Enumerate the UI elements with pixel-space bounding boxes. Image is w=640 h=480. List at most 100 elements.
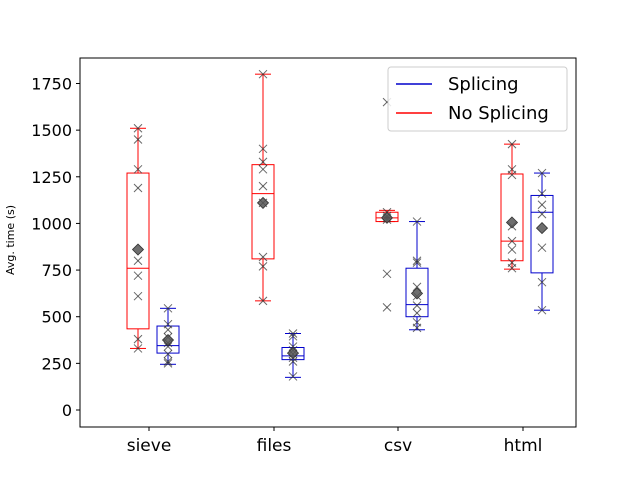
data-point	[288, 357, 298, 366]
data-point	[537, 243, 547, 253]
mean-marker	[256, 196, 270, 209]
data-point	[507, 139, 517, 149]
data-point	[288, 331, 298, 341]
data-point	[133, 164, 143, 174]
data-point	[163, 342, 173, 351]
data-point	[537, 200, 547, 210]
point-stroke	[412, 258, 422, 267]
point-stroke	[258, 144, 268, 154]
point-stroke	[412, 301, 422, 310]
point-stroke	[288, 329, 298, 338]
box-no-splicing-html	[500, 139, 524, 273]
point-stroke	[258, 252, 268, 262]
data-point	[507, 236, 517, 246]
data-point	[163, 357, 173, 366]
data-point	[163, 349, 173, 359]
point-stroke	[133, 334, 143, 344]
y-tick-label: 1500	[31, 121, 72, 140]
data-point	[412, 282, 422, 292]
point-stroke	[382, 303, 392, 312]
point-stroke	[258, 157, 268, 167]
box-splicing-html	[530, 168, 554, 315]
box-no-splicing-sieve	[126, 123, 150, 353]
data-point	[133, 183, 143, 193]
box-splicing-files	[281, 329, 305, 381]
data-point	[537, 168, 547, 178]
point-stroke	[163, 359, 173, 368]
data-point	[382, 303, 392, 312]
plot-frame	[79, 57, 577, 428]
data-point	[133, 344, 143, 353]
point-stroke	[163, 319, 173, 329]
point-stroke	[163, 303, 173, 313]
legend-label: No Splicing	[448, 103, 549, 124]
data-point	[412, 317, 422, 327]
data-point	[288, 329, 298, 338]
mean-marker	[535, 222, 549, 235]
point-stroke	[537, 189, 547, 198]
data-point	[412, 308, 422, 318]
data-point	[537, 209, 547, 219]
data-point	[507, 258, 517, 267]
data-point	[163, 359, 173, 368]
legend-label: Splicing	[448, 74, 519, 95]
point-stroke	[133, 183, 143, 193]
point-stroke	[412, 282, 422, 292]
mean-marker	[410, 287, 424, 300]
point-stroke	[133, 123, 143, 133]
data-point	[537, 277, 547, 287]
mean-marker	[286, 347, 300, 360]
data-point	[258, 181, 268, 191]
y-tick-label: 1250	[31, 168, 72, 187]
data-point	[133, 271, 143, 281]
data-point	[412, 217, 422, 226]
point-stroke	[288, 331, 298, 341]
axes: 0 250 500 750 1000 1250 1500 1750 sieve files csv h…	[31, 57, 577, 456]
data-point	[412, 301, 422, 310]
data-point	[133, 135, 143, 144]
point-stroke	[163, 349, 173, 359]
point-stroke	[507, 139, 517, 149]
box-body	[251, 164, 275, 260]
point-stroke	[537, 277, 547, 287]
point-stroke	[537, 209, 547, 219]
y-tick-label: 1750	[31, 75, 72, 94]
y-tick-label: 0	[62, 401, 72, 420]
x-tick-label: files	[257, 436, 292, 456]
box-body	[530, 194, 554, 274]
mean-marker	[505, 216, 519, 229]
point-stroke	[288, 342, 298, 351]
data-point	[258, 164, 268, 174]
data-point	[382, 269, 392, 279]
data-point	[258, 157, 268, 167]
point-stroke	[412, 217, 422, 226]
point-stroke	[258, 181, 268, 191]
data-point	[288, 342, 298, 351]
point-stroke	[133, 256, 143, 266]
point-stroke	[507, 245, 517, 254]
box-splicing-sieve	[156, 303, 180, 368]
data-point	[163, 319, 173, 329]
point-stroke	[537, 243, 547, 253]
point-stroke	[507, 164, 517, 174]
data-point	[258, 69, 268, 79]
data-point	[507, 164, 517, 174]
data-point	[133, 256, 143, 266]
data-point	[133, 291, 143, 301]
data-point	[133, 123, 143, 133]
point-stroke	[507, 236, 517, 246]
point-stroke	[412, 317, 422, 327]
mean-marker	[161, 333, 175, 347]
data-point	[258, 144, 268, 154]
x-tick-label: csv	[384, 436, 412, 456]
data-point	[537, 305, 547, 315]
x-tick-label: sieve	[127, 436, 172, 456]
point-stroke	[382, 269, 392, 279]
point-stroke	[412, 256, 422, 266]
data-point	[412, 258, 422, 267]
point-stroke	[258, 296, 268, 306]
data-point	[288, 372, 298, 381]
mean-marker	[131, 243, 145, 256]
y-tick-label: 1000	[31, 214, 72, 233]
